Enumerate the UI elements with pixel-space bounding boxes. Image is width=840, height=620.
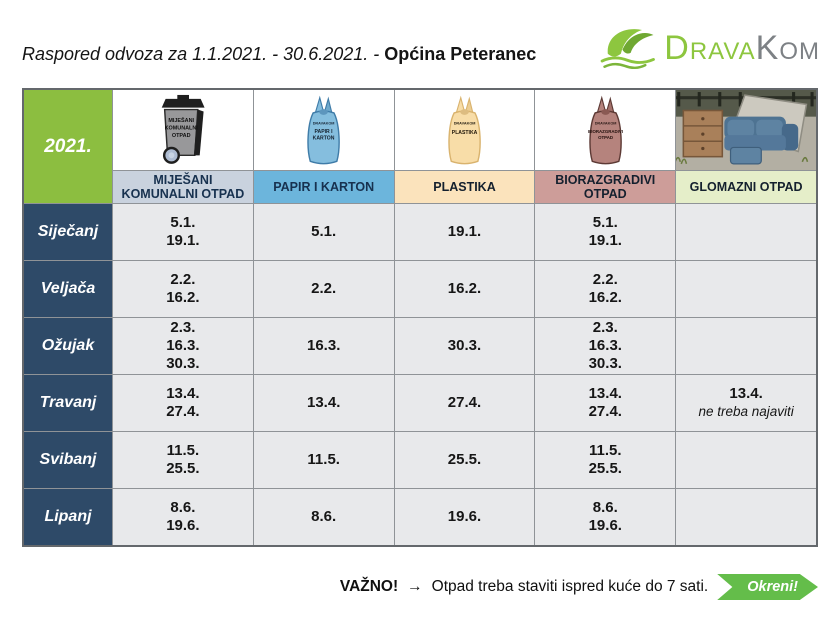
leaf-icon [600,29,656,70]
schedule-cell: 8.6. 19.6. [113,489,253,545]
month-label: Ožujak [24,318,112,374]
footer-instruction: Otpad treba staviti ispred kuće do 7 sat… [431,578,709,595]
bag-text-line1: BIORAZGRADIVI [588,129,623,134]
schedule-cell [676,489,816,545]
schedule-cell: 16.3. [253,318,394,374]
schedule-cell: 27.4. [394,375,535,431]
plastic-bag-icon: DRAVAKOM PLASTIKA [448,95,481,165]
column-header-mko: MIJEŠANI KOMUNALNI OTPAD [113,171,253,203]
bag-brand-text: DRAVAKOM [313,121,335,125]
schedule-cell: 11.5. 25.5. [113,432,253,488]
schedule-cell: 13.4. [253,375,394,431]
schedule-cell: 2.3. 16.3. 30.3. [113,318,253,374]
bag-brand-text: DRAVAKOM [594,121,616,125]
schedule-cell: 8.6. [253,489,394,545]
schedule-cell: 30.3. [394,318,535,374]
schedule-cell: 11.5. 25.5. [535,432,676,488]
schedule-cell: 2.2. 16.2. [113,261,253,317]
trash-bin-icon: MIJEŠANI KOMUNALNI OTPAD [161,94,205,164]
schedule-cell: 25.5. [394,432,535,488]
logo-text-kom: Kom [755,29,820,67]
month-label: Veljača [24,261,112,317]
year-cell: 2021. [24,90,112,203]
column-header-bio: BIORAZGRADIVI OTPAD [535,171,676,203]
column-header-glomazni: GLOMAZNI OTPAD [676,171,816,203]
schedule-cell [676,261,816,317]
month-label: Lipanj [24,489,112,545]
bag-text-line1: PAPIR I [315,129,334,135]
bin-text-line2: KOMUNALNI [164,126,198,132]
schedule-cell: 16.2. [394,261,535,317]
schedule-cell: 2.2. [253,261,394,317]
bin-text-line3: OTPAD [172,133,191,139]
bag-text-line2: KARTON [313,135,335,141]
schedule-cell: 8.6. 19.6. [535,489,676,545]
schedule-cell: 11.5. [253,432,394,488]
schedule-cell [676,318,816,374]
bulky-waste-photo [676,90,816,170]
dravakom-logo: Drava Kom [598,22,820,74]
schedule-cell [676,432,816,488]
bin-text-line1: MIJEŠANI [168,116,194,124]
schedule-cell: 5.1. 19.1. [113,204,253,260]
icon-cell-mko: MIJEŠANI KOMUNALNI OTPAD [113,90,253,170]
schedule-cell: 13.4. 27.4. [535,375,676,431]
schedule-cell [676,204,816,260]
schedule-cell: 19.6. [394,489,535,545]
schedule-cell: 13.4. 27.4. [113,375,253,431]
bag-brand-text: DRAVAKOM [454,121,476,125]
schedule-cell: 19.1. [394,204,535,260]
schedule-date: 13.4. [729,385,763,403]
flip-page-ribbon: Okreni! [717,574,818,600]
schedule-cell: 2.2. 16.2. [535,261,676,317]
schedule-cell: 2.3. 16.3. 30.3. [535,318,676,374]
schedule-cell: 5.1. 19.1. [535,204,676,260]
month-label: Svibanj [24,432,112,488]
column-header-plastika: PLASTIKA [394,171,535,203]
icon-cell-bio: DRAVAKOM BIORAZGRADIVI OTPAD [535,90,676,170]
icon-cell-plastika: DRAVAKOM PLASTIKA [394,90,535,170]
logo-text-drava: Drava [664,29,756,67]
schedule-cell: 5.1. [253,204,394,260]
schedule-table: 2021. MIJEŠANI KOMUNALNI OTPAD DRAV [22,88,818,547]
footer-note: VAŽNO! → Otpad treba staviti ispred kuće… [340,574,818,600]
bio-bag-icon: DRAVAKOM BIORAZGRADIVI OTPAD [588,95,623,165]
column-header-papir: PAPIR I KARTON [253,171,394,203]
month-label: Siječanj [24,204,112,260]
page-title: Raspored odvoza za 1.1.2021. - 30.6.2021… [22,44,536,65]
title-municipality: Općina Peteranec [384,44,537,64]
month-label: Travanj [24,375,112,431]
important-label: VAŽNO! [339,578,399,595]
arrow-right-icon: → [407,578,423,595]
icon-cell-glomazni [676,90,816,170]
bag-text-line2: OTPAD [598,135,613,140]
title-period: Raspored odvoza za 1.1.2021. - 30.6.2021… [22,44,385,64]
bag-text-line1: PLASTIKA [452,130,478,136]
paper-bag-icon: DRAVAKOM PAPIR I KARTON [307,95,340,165]
schedule-note: ne treba najaviti [698,404,794,420]
schedule-cell-with-note: 13.4. ne treba najaviti [676,375,816,431]
icon-cell-papir: DRAVAKOM PAPIR I KARTON [253,90,394,170]
